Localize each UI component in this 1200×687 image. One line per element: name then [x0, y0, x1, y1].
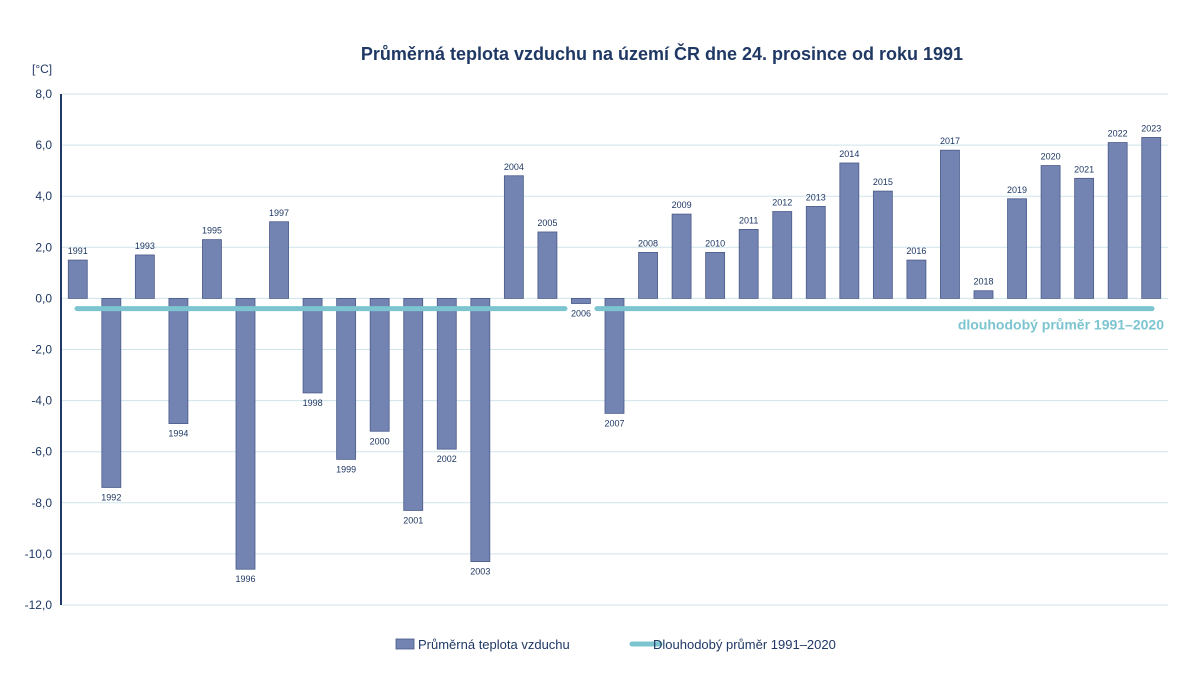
legend: Průměrná teplota vzduchu Dlouhodobý prům… [395, 637, 836, 652]
bar-year-label: 2004 [504, 162, 524, 172]
bar [772, 211, 793, 299]
bar-year-label: 2022 [1108, 129, 1128, 139]
legend-bar-label: Průměrná teplota vzduchu [418, 637, 570, 652]
bar-year-label: 2010 [705, 238, 725, 248]
bar [202, 239, 222, 299]
bar-year-label: 2012 [772, 198, 792, 208]
bar [705, 252, 726, 299]
bar-year-label: 2007 [604, 418, 624, 428]
bar-year-label: 1999 [336, 464, 356, 474]
bar [1141, 137, 1162, 299]
bar-year-label: 1997 [269, 208, 289, 218]
bar [571, 297, 591, 304]
bar [537, 231, 558, 299]
bar [1107, 142, 1128, 299]
bar-year-label: 2016 [906, 246, 926, 256]
y-tick-label: 0,0 [35, 291, 52, 305]
bar-year-label: 2021 [1074, 164, 1094, 174]
bar-year-label: 1995 [202, 226, 222, 236]
bar-year-label: 2017 [940, 136, 960, 146]
bar [805, 206, 826, 299]
bar [470, 297, 491, 562]
bars: 1991 1992 1993 1994 1995 1996 1997 1998 1999 2000… [68, 123, 1161, 584]
bar-year-label: 2006 [571, 309, 591, 319]
bar [369, 297, 390, 432]
bar [1074, 177, 1095, 299]
y-tick-label: -6,0 [31, 445, 52, 459]
bar-year-label: 1996 [235, 574, 255, 584]
bar [67, 259, 88, 299]
bar-year-label: 1992 [101, 492, 121, 502]
bar-year-label: 2005 [537, 218, 557, 228]
bar-year-label: 2013 [806, 192, 826, 202]
bar-year-label: 1998 [303, 398, 323, 408]
y-tick-label: -10,0 [25, 547, 53, 561]
bar-year-label: 2000 [370, 436, 390, 446]
bar [436, 297, 457, 450]
y-tick-label: 8,0 [35, 87, 52, 101]
chart-title: Průměrná teplota vzduchu na území ČR dne… [361, 43, 963, 64]
bar [839, 162, 860, 299]
bar [1007, 198, 1027, 299]
bar-year-label: 2001 [403, 515, 423, 525]
bar [1040, 165, 1061, 299]
bar-year-label: 2011 [739, 215, 758, 225]
bar [671, 213, 692, 299]
bar-year-label: 1991 [68, 246, 88, 256]
y-tick-label: -4,0 [31, 394, 52, 408]
y-tick-label: -2,0 [31, 343, 52, 357]
bar [336, 297, 357, 460]
bar-year-label: 2023 [1141, 123, 1161, 133]
bar-year-label: 2015 [873, 177, 893, 187]
bar [168, 297, 189, 424]
legend-line-label: Dlouhodobý průměr 1991–2020 [653, 637, 836, 652]
bar-year-label: 2018 [973, 277, 993, 287]
bar-year-label: 1994 [168, 429, 188, 439]
bar [134, 254, 155, 299]
bar [101, 297, 122, 488]
bar [973, 290, 994, 299]
bar [235, 297, 256, 570]
long-term-average: dlouhodobý průměr 1991–2020 [74, 306, 1164, 333]
gridlines: 8,0 6,0 4,0 2,0 0,0 -2,0 -4,0 -6,0 -8,0 -10,0 -12,… [25, 87, 1168, 612]
bar [638, 252, 658, 299]
average-annotation: dlouhodobý průměr 1991–2020 [958, 317, 1164, 333]
bar [738, 229, 759, 299]
bar-year-label: 2019 [1007, 185, 1027, 195]
bar-year-label: 2003 [470, 567, 490, 577]
bar [604, 297, 625, 414]
y-tick-label: -8,0 [31, 496, 52, 510]
legend-bar-swatch [395, 638, 415, 650]
bar-year-label: 2002 [437, 454, 457, 464]
bar-year-label: 2014 [839, 149, 859, 159]
bar [906, 259, 927, 299]
bar-year-label: 2008 [638, 238, 658, 248]
bar [503, 175, 524, 299]
bar-year-label: 1993 [135, 241, 155, 251]
bar [269, 221, 289, 299]
y-axis-unit: [°C] [32, 62, 52, 76]
bar-year-label: 2009 [672, 200, 692, 210]
y-tick-label: 2,0 [35, 240, 52, 254]
bar [403, 297, 424, 511]
y-tick-label: 4,0 [35, 189, 52, 203]
y-tick-label: 6,0 [35, 138, 52, 152]
bar [302, 297, 323, 394]
bar-year-label: 2020 [1041, 152, 1061, 162]
y-tick-label: -12,0 [25, 598, 53, 612]
bar [940, 149, 960, 299]
bar [872, 190, 893, 299]
